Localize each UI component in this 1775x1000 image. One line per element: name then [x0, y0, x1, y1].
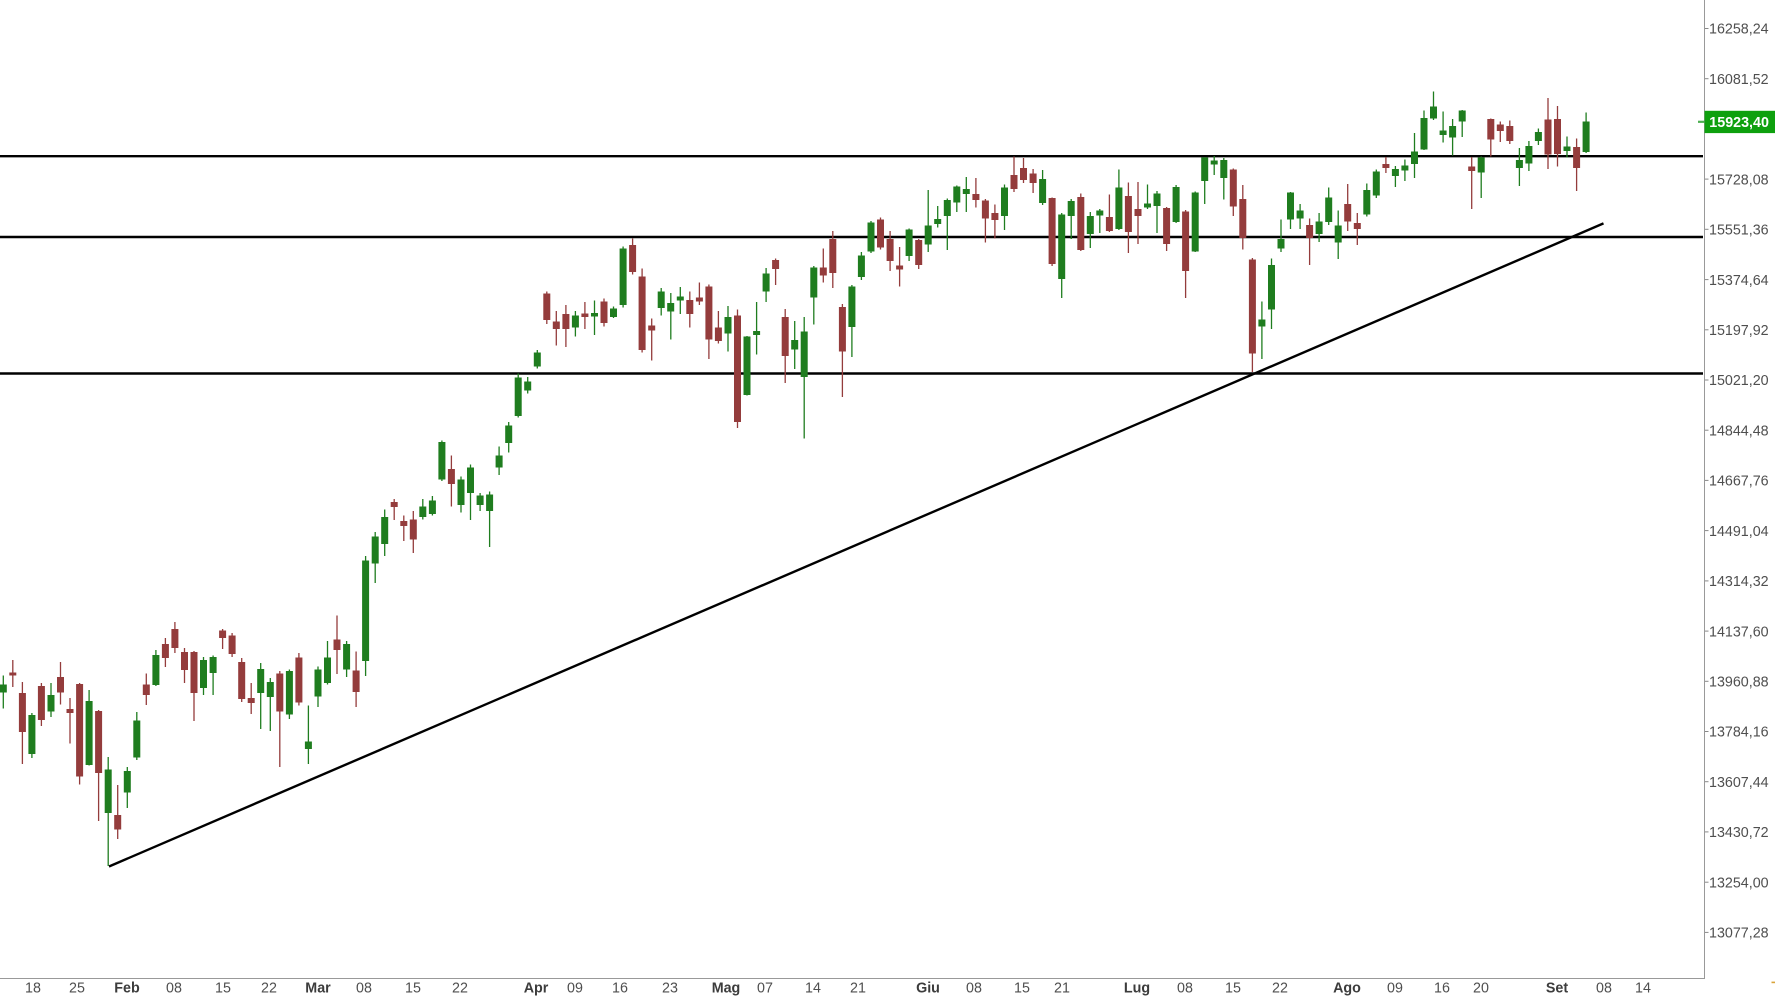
svg-text:08: 08 [1177, 980, 1193, 996]
svg-text:13784,16: 13784,16 [1709, 725, 1769, 741]
svg-text:08: 08 [966, 980, 982, 996]
svg-text:22: 22 [452, 980, 468, 996]
svg-text:13254,00: 13254,00 [1709, 875, 1769, 891]
svg-text:23: 23 [662, 980, 678, 996]
svg-text:14: 14 [1635, 980, 1651, 996]
svg-text:21: 21 [1054, 980, 1070, 996]
svg-text:14667,76: 14667,76 [1709, 474, 1769, 490]
svg-text:13607,44: 13607,44 [1709, 775, 1769, 791]
svg-text:20: 20 [1473, 980, 1489, 996]
svg-text:Lug: Lug [1124, 980, 1150, 996]
svg-text:Mar: Mar [305, 980, 331, 996]
svg-text:08: 08 [1596, 980, 1612, 996]
svg-text:21: 21 [850, 980, 866, 996]
svg-text:14137,60: 14137,60 [1709, 624, 1769, 640]
svg-text:14844,48: 14844,48 [1709, 423, 1769, 439]
svg-text:15: 15 [405, 980, 421, 996]
svg-text:25: 25 [69, 980, 85, 996]
svg-text:Apr: Apr [524, 980, 549, 996]
svg-text:13077,28: 13077,28 [1709, 926, 1769, 942]
svg-text:22: 22 [261, 980, 277, 996]
svg-text:14: 14 [805, 980, 821, 996]
svg-text:13960,88: 13960,88 [1709, 675, 1769, 691]
svg-text:15: 15 [1014, 980, 1030, 996]
svg-text:16081,52: 16081,52 [1709, 72, 1769, 88]
svg-text:15: 15 [1225, 980, 1241, 996]
svg-text:14314,32: 14314,32 [1709, 574, 1769, 590]
svg-text:16258,24: 16258,24 [1709, 22, 1769, 38]
svg-text:15728,08: 15728,08 [1709, 172, 1769, 188]
svg-text:15: 15 [215, 980, 231, 996]
svg-text:09: 09 [1387, 980, 1403, 996]
svg-text:15551,36: 15551,36 [1709, 223, 1769, 239]
svg-text:Set: Set [1546, 980, 1568, 996]
svg-text:08: 08 [166, 980, 182, 996]
svg-text:08: 08 [356, 980, 372, 996]
svg-text:16: 16 [612, 980, 628, 996]
svg-text:22: 22 [1272, 980, 1288, 996]
svg-text:Giu: Giu [916, 980, 940, 996]
svg-text:15197,92: 15197,92 [1709, 323, 1769, 339]
svg-text:07: 07 [757, 980, 773, 996]
svg-text:15021,20: 15021,20 [1709, 373, 1769, 389]
svg-text:15374,64: 15374,64 [1709, 273, 1769, 289]
svg-text:13430,72: 13430,72 [1709, 825, 1769, 841]
svg-text:18: 18 [25, 980, 41, 996]
svg-text:16: 16 [1434, 980, 1450, 996]
svg-text:Feb: Feb [114, 980, 140, 996]
svg-text:15923,40: 15923,40 [1709, 115, 1769, 131]
svg-text:Ago: Ago [1333, 980, 1361, 996]
svg-text:09: 09 [567, 980, 583, 996]
svg-text:14491,04: 14491,04 [1709, 524, 1769, 540]
svg-text:Mag: Mag [712, 980, 741, 996]
